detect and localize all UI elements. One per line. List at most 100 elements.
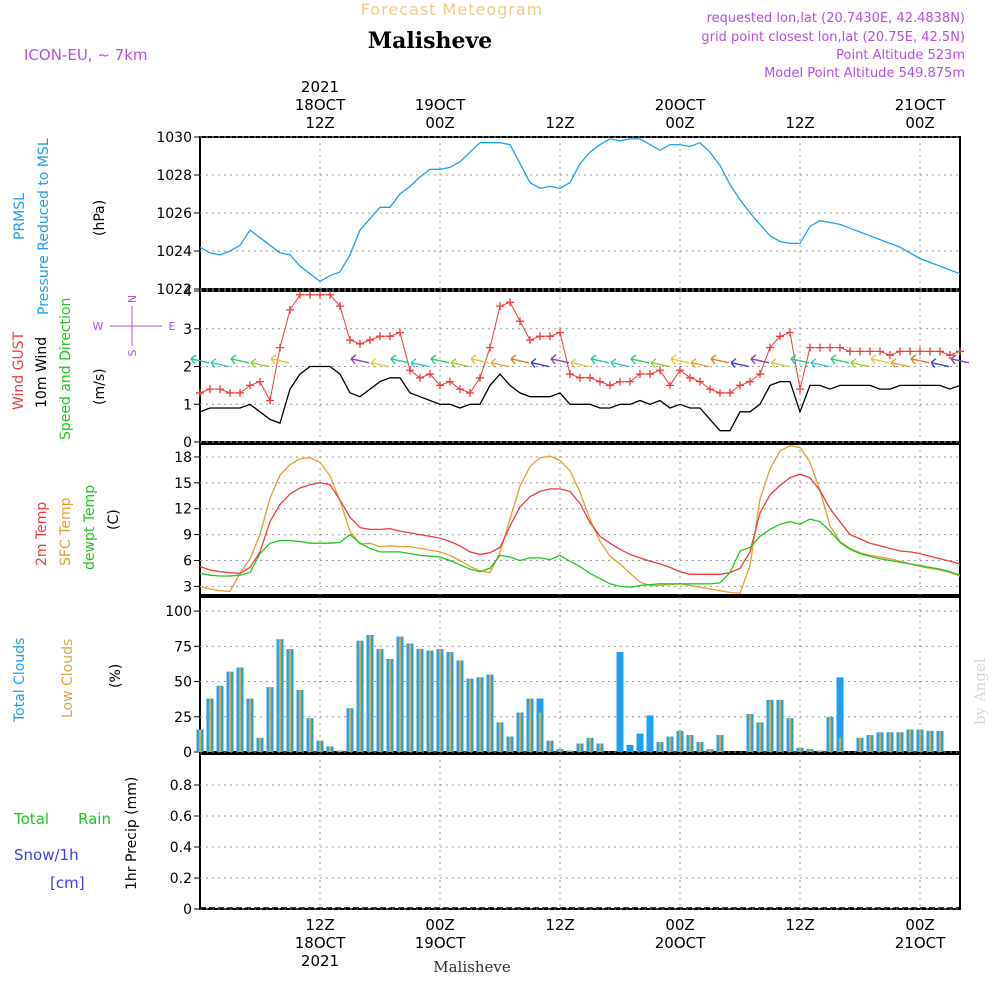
temp-labels: 2m Temp SFC Temp dewpt Temp (C) bbox=[34, 485, 122, 570]
requested-coords: requested lon,lat (20.7430E, 42.4838N) bbox=[707, 11, 965, 26]
wind-direction-arrow bbox=[430, 354, 450, 365]
sfc-temp-line bbox=[199, 445, 961, 594]
low-clouds-bar bbox=[678, 730, 682, 752]
low-clouds-bar bbox=[328, 746, 332, 752]
wind-gust-point bbox=[906, 347, 914, 356]
top-axis-label: 12Z bbox=[305, 114, 334, 132]
wind-gust-point bbox=[306, 290, 314, 299]
low-clouds-bar bbox=[878, 732, 882, 752]
low-clouds-bar bbox=[688, 735, 692, 752]
low-clouds-bar bbox=[578, 743, 582, 752]
bottom-axis-label: 00Z bbox=[665, 916, 694, 934]
model-point-altitude: Model Point Altitude 549.875m bbox=[764, 66, 965, 81]
low-clouds-bar bbox=[698, 742, 702, 752]
wind-direction-arrow bbox=[890, 358, 910, 369]
y-tick-label: 9 bbox=[183, 528, 192, 544]
total-clouds-bar bbox=[636, 733, 644, 752]
wind-gust-point bbox=[536, 332, 544, 341]
grid-point-coords: grid point closest lon,lat (20.75E, 42.5… bbox=[701, 30, 965, 45]
low-clouds-bar bbox=[198, 729, 202, 752]
wind-direction-arrow bbox=[530, 358, 550, 369]
wind-gust-point bbox=[876, 347, 884, 356]
wind-gust-point bbox=[206, 385, 214, 394]
low-clouds-bar bbox=[398, 636, 402, 752]
wind-direction-arrow bbox=[910, 354, 930, 365]
wind-gust-point bbox=[696, 377, 704, 386]
wind-gust-point bbox=[586, 373, 594, 382]
panel-frame bbox=[199, 443, 961, 596]
y-tick-label: 18 bbox=[174, 450, 192, 466]
low-clouds-bar bbox=[218, 685, 222, 752]
low-clouds-bar bbox=[508, 736, 512, 752]
wind-gust-point bbox=[776, 332, 784, 341]
top-axis-label: 12Z bbox=[545, 114, 574, 132]
wind-direction-arrow bbox=[190, 354, 210, 365]
top-axis-label: 00Z bbox=[905, 114, 934, 132]
wind-direction-arrow bbox=[790, 354, 810, 365]
wind-gust-point bbox=[246, 381, 254, 390]
y-tick-label: 75 bbox=[174, 639, 192, 655]
low-clouds-bar bbox=[828, 716, 832, 752]
top-axis-label: 00Z bbox=[665, 114, 694, 132]
wind-direction-arrow bbox=[610, 358, 630, 369]
low-clouds-bar bbox=[938, 730, 942, 752]
bottom-axis-label: 18OCT bbox=[295, 934, 346, 952]
wind-labels: Wind GUST 10m Wind Speed and Direction (… bbox=[11, 295, 176, 440]
wind-direction-arrow bbox=[230, 354, 250, 365]
low-clouds-bar bbox=[288, 649, 292, 752]
pressure-labels: PRMSL Pressure Reduced to MSL (hPa) bbox=[12, 138, 108, 315]
footer-label: Malisheve bbox=[433, 958, 511, 976]
low-clouds-bar bbox=[258, 737, 262, 752]
wind-gust-point bbox=[916, 347, 924, 356]
wind-gust-point bbox=[216, 385, 224, 394]
wind-direction-arrow bbox=[710, 354, 730, 365]
y-tick-label: 100 bbox=[165, 604, 192, 620]
compass-w: W bbox=[93, 320, 104, 333]
wind-gust-point bbox=[516, 317, 524, 326]
wind-gust-point bbox=[856, 347, 864, 356]
bottom-axis-label: 21OCT bbox=[895, 934, 946, 952]
wind-direction-arrow bbox=[350, 354, 370, 365]
bottom-axis-label: 12Z bbox=[545, 916, 574, 934]
panel-frame bbox=[199, 753, 961, 910]
low-clouds-bar bbox=[748, 714, 752, 752]
low-clouds-bar bbox=[658, 742, 662, 752]
low-clouds-bar bbox=[708, 749, 712, 752]
pressure-unit-label: (hPa) bbox=[92, 200, 108, 236]
wind-gust-point bbox=[546, 332, 554, 341]
wind-gust-point bbox=[726, 388, 734, 397]
low-clouds-bar bbox=[588, 737, 592, 752]
panels: 1022102410261028103001234369121518025507… bbox=[156, 130, 961, 918]
low-clouds-bar bbox=[268, 687, 272, 752]
low-clouds-bar bbox=[768, 699, 772, 752]
wind-gust-point bbox=[326, 290, 334, 299]
wind-unit-label: (m/s) bbox=[92, 368, 108, 405]
wind-direction-arrow bbox=[490, 358, 510, 369]
wind-direction-arrow bbox=[510, 354, 530, 365]
wind-direction-arrow bbox=[690, 358, 710, 369]
low-clouds-bar bbox=[928, 730, 932, 752]
wind-gust-point bbox=[396, 328, 404, 337]
bottom-axis-label: 00Z bbox=[425, 916, 454, 934]
wind-gust-point bbox=[616, 377, 624, 386]
wind-gust-point bbox=[446, 377, 454, 386]
wind-gust-point bbox=[236, 388, 244, 397]
total-clouds-bar bbox=[646, 715, 654, 752]
wind-direction-arrow bbox=[830, 354, 850, 365]
wind-direction-arrow bbox=[210, 358, 230, 369]
low-clouds-bar bbox=[868, 735, 872, 752]
wind-gust-point bbox=[366, 336, 374, 345]
top-axis-label: 2021 bbox=[301, 78, 339, 96]
wind-gust-point bbox=[476, 373, 484, 382]
dewpt-line bbox=[199, 518, 961, 588]
low-clouds-bar bbox=[318, 740, 322, 752]
low-clouds-bar bbox=[518, 712, 522, 752]
wind-10m-label: 10m Wind bbox=[34, 337, 50, 408]
wind-direction-arrow bbox=[810, 358, 830, 369]
wind-gust-point bbox=[836, 343, 844, 352]
total-clouds-bar bbox=[836, 677, 844, 752]
bottom-axis-label: 00Z bbox=[905, 916, 934, 934]
wind-direction-arrow bbox=[850, 358, 870, 369]
y-tick-label: 2 bbox=[183, 360, 192, 376]
wind-gust-point bbox=[506, 298, 514, 307]
